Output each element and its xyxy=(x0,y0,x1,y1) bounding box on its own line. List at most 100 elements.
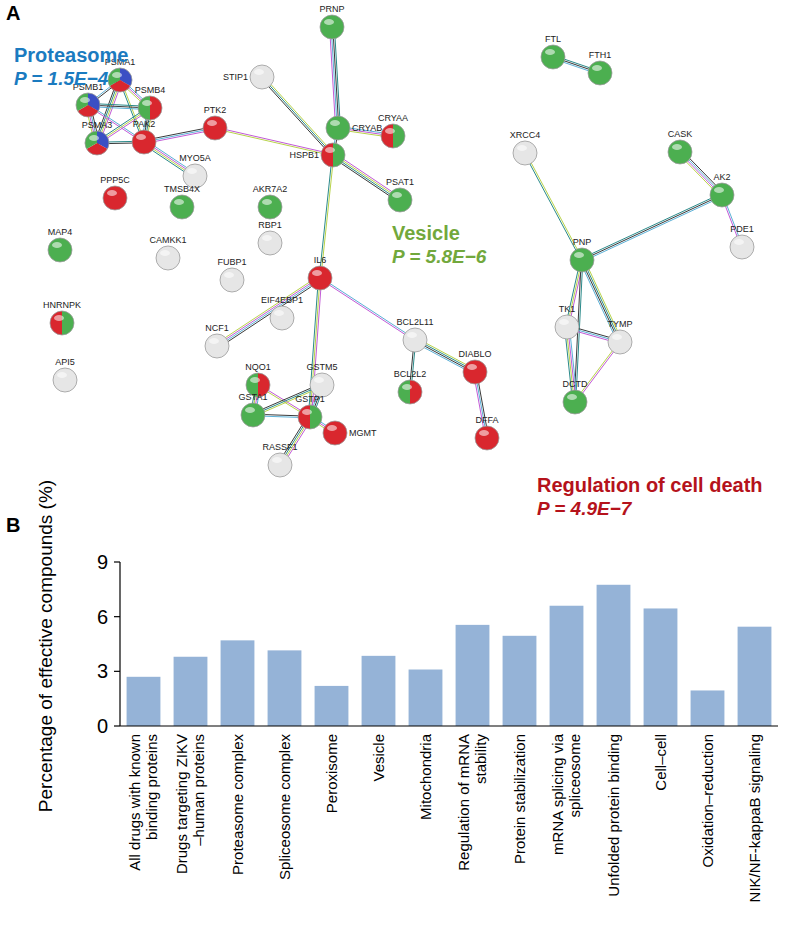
node-disc xyxy=(270,306,294,330)
node-outline xyxy=(241,403,265,427)
node-label: DIABLO xyxy=(458,349,491,359)
node xyxy=(48,238,72,262)
y-tick-label: 6 xyxy=(97,606,108,628)
node-disc xyxy=(570,248,594,272)
x-tick-label-line: Protein stabilization xyxy=(511,734,528,864)
node xyxy=(323,421,347,445)
node-label: FUBP1 xyxy=(217,257,246,267)
x-tick-label-line: Peroxisome xyxy=(323,734,340,813)
bars xyxy=(127,585,772,726)
node-outline xyxy=(50,311,74,335)
node-label: EIF4EBP1 xyxy=(261,295,303,305)
node-shine xyxy=(714,187,724,193)
node-disc xyxy=(156,246,180,270)
bar xyxy=(738,627,772,726)
y-axis-label: Percentage of effective compounds (%) xyxy=(35,480,56,812)
node xyxy=(403,328,427,352)
node-outline xyxy=(710,183,734,207)
node-shine xyxy=(402,384,412,390)
node-outline xyxy=(588,61,612,85)
node-shine xyxy=(142,100,152,106)
node-shine xyxy=(479,430,489,436)
node-label: GSTP1 xyxy=(295,394,325,404)
node-outline xyxy=(258,231,282,255)
node-label: MAP4 xyxy=(48,227,73,237)
bar xyxy=(409,670,443,726)
node-shine xyxy=(545,49,555,55)
node-shine xyxy=(245,407,255,413)
node-shine xyxy=(107,190,117,196)
node-disc xyxy=(268,453,292,477)
node-outline xyxy=(268,453,292,477)
x-tick-label-line: Vesicle xyxy=(370,734,387,782)
node-outline xyxy=(108,68,132,92)
node-outline xyxy=(323,421,347,445)
node-outline xyxy=(403,328,427,352)
bar xyxy=(315,686,349,726)
node-shine xyxy=(385,128,395,134)
node-disc xyxy=(563,390,587,414)
node-shine xyxy=(327,425,337,431)
cluster-pvalue: P = 1.5E−4 xyxy=(14,68,109,89)
node-outline xyxy=(608,330,632,354)
node xyxy=(308,266,332,290)
node-disc xyxy=(541,45,565,69)
node-shine xyxy=(250,377,260,383)
node-label: MGMT xyxy=(349,428,377,438)
x-tick-label-line: Drugs targeting ZIKV xyxy=(173,734,190,874)
cluster-pvalue: P = 4.9E−7 xyxy=(537,498,633,519)
node xyxy=(321,143,345,167)
y-tick-label: 0 xyxy=(97,715,108,737)
node xyxy=(570,248,594,272)
node-label: RASSF1 xyxy=(262,442,297,452)
node-shine xyxy=(467,364,477,370)
node-label: CASK xyxy=(668,129,693,139)
x-tick-label-line: Regulation of mRNA xyxy=(455,734,472,871)
x-tick-label-line: binding proteins xyxy=(143,734,160,840)
node-sector xyxy=(381,124,393,148)
node-shine xyxy=(89,135,99,141)
y-tick xyxy=(114,561,120,562)
node-disc xyxy=(250,65,274,89)
node-outline xyxy=(138,96,162,120)
node-label: FTH1 xyxy=(589,50,612,60)
node-disc xyxy=(241,403,265,427)
node-outline xyxy=(250,65,274,89)
node-label: GSTA1 xyxy=(239,392,268,402)
node-label: RBP1 xyxy=(258,220,282,230)
node-sector xyxy=(138,96,150,120)
node-sector xyxy=(333,143,345,167)
x-tick-label-line: –human proteins xyxy=(190,734,207,846)
node-outline xyxy=(298,405,322,429)
node-label: TYMP xyxy=(607,319,632,329)
x-tick-label-line: mRNA splicing via xyxy=(549,733,566,855)
node-shine xyxy=(187,168,197,174)
node xyxy=(555,315,579,339)
node-label: NQO1 xyxy=(245,362,271,372)
node-shine xyxy=(567,394,577,400)
x-tick-label: Peroxisome xyxy=(323,734,340,813)
edge xyxy=(581,194,722,262)
node-shine xyxy=(54,315,64,321)
node-shine xyxy=(325,147,335,153)
bar xyxy=(456,625,490,726)
node-disc xyxy=(555,315,579,339)
node xyxy=(326,116,350,140)
node xyxy=(85,131,109,155)
node-shine xyxy=(672,144,682,150)
x-axis xyxy=(120,725,778,726)
cluster-label: Vesicle xyxy=(392,222,460,244)
node-disc xyxy=(588,61,612,85)
node-label: PNP xyxy=(573,237,592,247)
node-shine xyxy=(312,270,322,276)
node-sector xyxy=(398,380,410,404)
edge xyxy=(320,277,416,340)
node xyxy=(170,195,194,219)
node-outline xyxy=(308,266,332,290)
node xyxy=(710,183,734,207)
cluster-label: Proteasome xyxy=(14,44,129,66)
node xyxy=(563,390,587,414)
node-shine xyxy=(262,199,272,205)
node-disc xyxy=(220,268,244,292)
node-outline xyxy=(76,93,100,117)
